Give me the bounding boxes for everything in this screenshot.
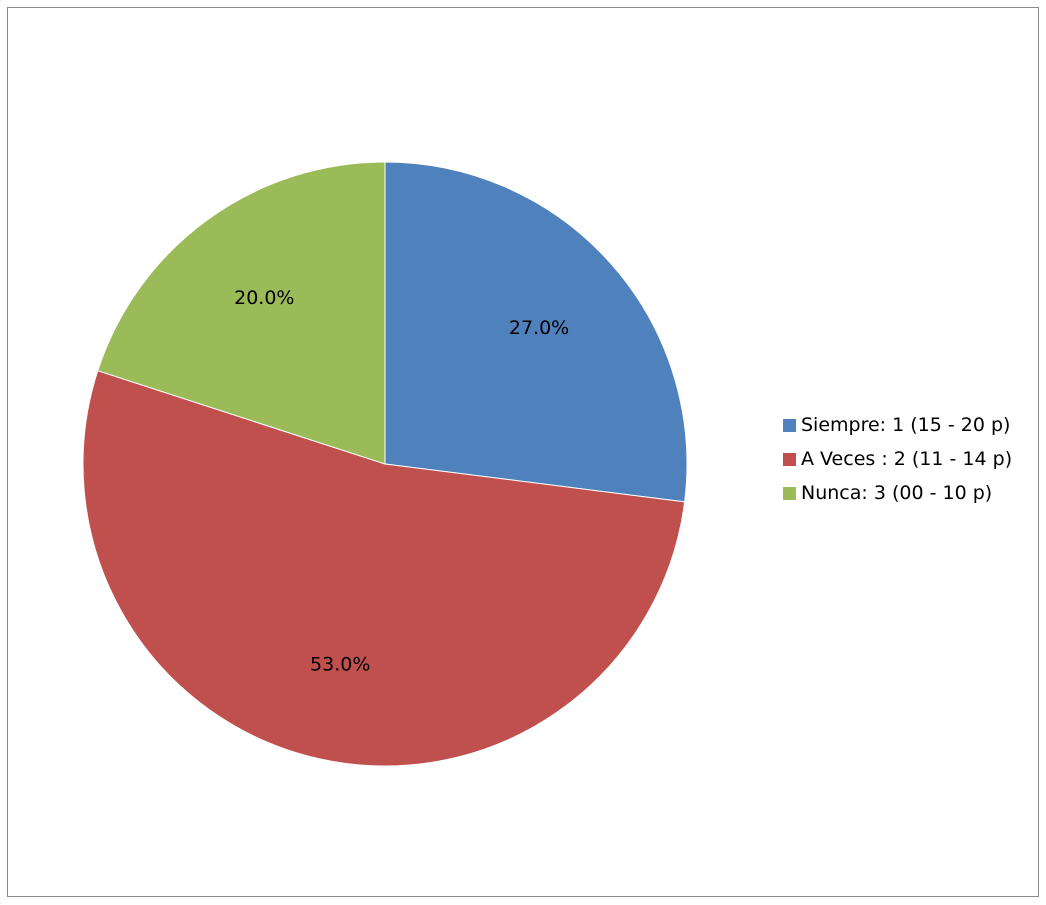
legend: Siempre: 1 (15 - 20 p) A Veces : 2 (11 -…	[783, 408, 1012, 510]
legend-label-a-veces: A Veces : 2 (11 - 14 p)	[801, 448, 1013, 470]
data-label-siempre: 27.0%	[509, 317, 569, 339]
pie-slice-a-veces	[82, 370, 686, 767]
legend-item-a-veces: A Veces : 2 (11 - 14 p)	[783, 442, 1012, 476]
pie-chart: 27.0% 53.0% 20.0%	[82, 161, 688, 767]
data-label-nunca: 20.0%	[234, 287, 294, 309]
legend-label-siempre: Siempre: 1 (15 - 20 p)	[801, 414, 1011, 436]
legend-item-siempre: Siempre: 1 (15 - 20 p)	[783, 408, 1012, 442]
pie-data-labels: 27.0% 53.0% 20.0%	[234, 287, 569, 676]
data-label-a-veces: 53.0%	[310, 653, 370, 675]
legend-swatch-a-veces	[783, 452, 796, 466]
pie-slice-nunca	[97, 161, 386, 465]
legend-swatch-nunca	[783, 486, 796, 500]
chart-area: 27.0% 53.0% 20.0% Siempre: 1 (15 - 20 p) A…	[7, 7, 1039, 897]
pie-slice-siempre	[384, 161, 688, 503]
legend-label-nunca: Nunca: 3 (00 - 10 p)	[801, 482, 993, 504]
legend-item-nunca: Nunca: 3 (00 - 10 p)	[783, 476, 1012, 510]
pie-slices	[82, 161, 688, 767]
legend-swatch-siempre	[783, 418, 796, 432]
